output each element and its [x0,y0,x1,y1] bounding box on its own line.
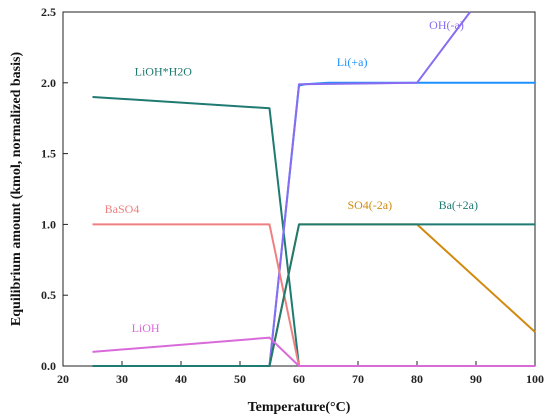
series-label: LiOH*H2O [135,65,193,79]
series-label: Ba(+2a) [439,198,478,212]
y-tick-label: 0.0 [41,359,56,373]
series-label: OH(-a) [429,18,464,32]
y-tick-label: 0.5 [41,288,56,302]
x-tick-label: 100 [526,372,544,386]
x-tick-label: 80 [411,372,423,386]
x-tick-label: 40 [175,372,187,386]
x-tick-label: 30 [116,372,128,386]
series-labels: LiOH*H2O Li(+a) OH(-a) BaSO4 SO4(-2a) Ba(+2a)… [105,18,478,335]
series-label: BaSO4 [105,202,140,216]
y-tick-label: 2.0 [41,76,56,90]
x-tick-label: 70 [352,372,364,386]
axis-ticks: 20 30 40 50 60 70 80 90 100 0.0 0.5 1.0 1.5 2.0 2.5 [41,5,544,386]
y-tick-label: 1.0 [41,217,56,231]
series-label: LiOH [132,321,160,335]
x-tick-label: 50 [234,372,246,386]
series-lines [92,11,536,367]
y-tick-label: 2.5 [41,5,56,19]
series-line-2 [268,11,471,367]
x-tick-label: 90 [470,372,482,386]
x-tick-label: 20 [57,372,69,386]
series-label: Li(+a) [337,55,368,69]
y-tick-label: 1.5 [41,147,56,161]
y-axis-title: Equilibrium amount (kmol, normalized bas… [9,52,24,327]
series-label: SO4(-2a) [347,198,392,212]
series-line-5 [92,223,535,367]
x-tick-label: 60 [293,372,305,386]
x-axis-title: Temperature(°C) [248,400,351,415]
series-line-6 [92,336,535,367]
